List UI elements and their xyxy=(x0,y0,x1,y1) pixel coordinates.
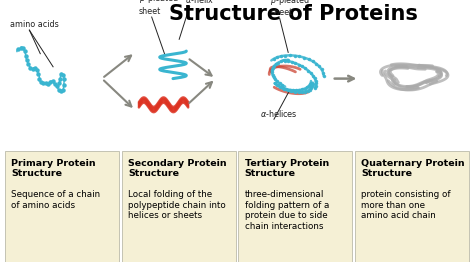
Text: $\beta$-pleated: $\beta$-pleated xyxy=(270,0,310,7)
Text: Tertiary Protein
Structure: Tertiary Protein Structure xyxy=(245,159,329,178)
Text: sheet: sheet xyxy=(139,7,161,16)
Text: Primary Protein
Structure: Primary Protein Structure xyxy=(11,159,96,178)
Text: $\alpha$-helix: $\alpha$-helix xyxy=(185,0,214,5)
Text: amino acids: amino acids xyxy=(10,20,59,29)
FancyBboxPatch shape xyxy=(238,151,352,262)
Text: Quaternary Protein
Structure: Quaternary Protein Structure xyxy=(361,159,465,178)
FancyBboxPatch shape xyxy=(355,151,469,262)
Text: $\alpha$-helices: $\alpha$-helices xyxy=(260,108,298,119)
Text: Structure of Proteins: Structure of Proteins xyxy=(169,4,419,24)
FancyBboxPatch shape xyxy=(122,151,236,262)
Text: Secondary Protein
Structure: Secondary Protein Structure xyxy=(128,159,227,178)
Text: three-dimensional
folding pattern of a
protein due to side
chain interactions: three-dimensional folding pattern of a p… xyxy=(245,190,329,231)
Text: Local folding of the
polypeptide chain into
helices or sheets: Local folding of the polypeptide chain i… xyxy=(128,190,226,220)
Text: protein consisting of
more than one
amino acid chain: protein consisting of more than one amin… xyxy=(361,190,451,220)
Text: sheet: sheet xyxy=(270,8,292,17)
Text: $\beta$-pleated: $\beta$-pleated xyxy=(139,0,178,5)
Text: Sequence of a chain
of amino acids: Sequence of a chain of amino acids xyxy=(11,190,100,210)
FancyBboxPatch shape xyxy=(5,151,119,262)
